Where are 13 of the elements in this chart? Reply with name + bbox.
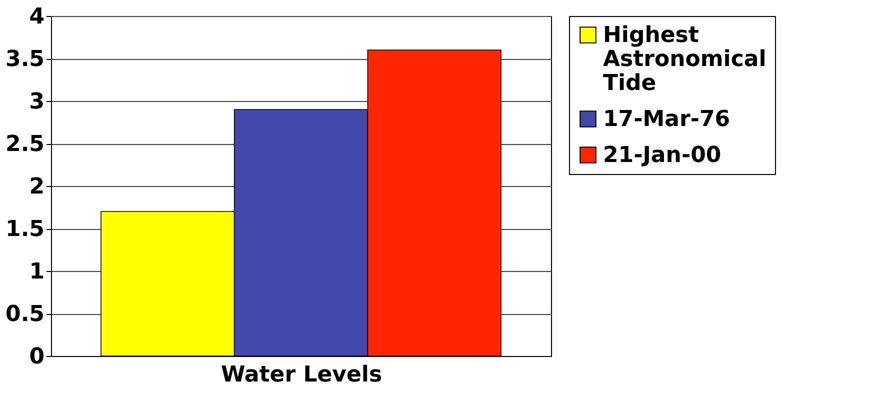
y-tick-label: 4 — [29, 4, 44, 30]
y-tick-label: 1 — [29, 260, 44, 284]
legend-label: Highest Astronomical Tide — [603, 23, 766, 96]
legend-label: 21-Jan-00 — [603, 143, 722, 168]
x-axis-title: Water Levels — [220, 362, 382, 388]
y-tick-label: 3 — [29, 90, 44, 114]
y-tick-label: 1.5 — [6, 217, 44, 242]
y-tick-label: 2 — [29, 174, 44, 200]
y-tick-label: 0.5 — [6, 302, 44, 327]
legend-label: 17-Mar-76 — [603, 107, 730, 132]
y-tick-label: 0 — [29, 344, 44, 370]
y-tick-label: 2.5 — [6, 132, 44, 157]
y-tick-label: 3.5 — [6, 47, 44, 72]
